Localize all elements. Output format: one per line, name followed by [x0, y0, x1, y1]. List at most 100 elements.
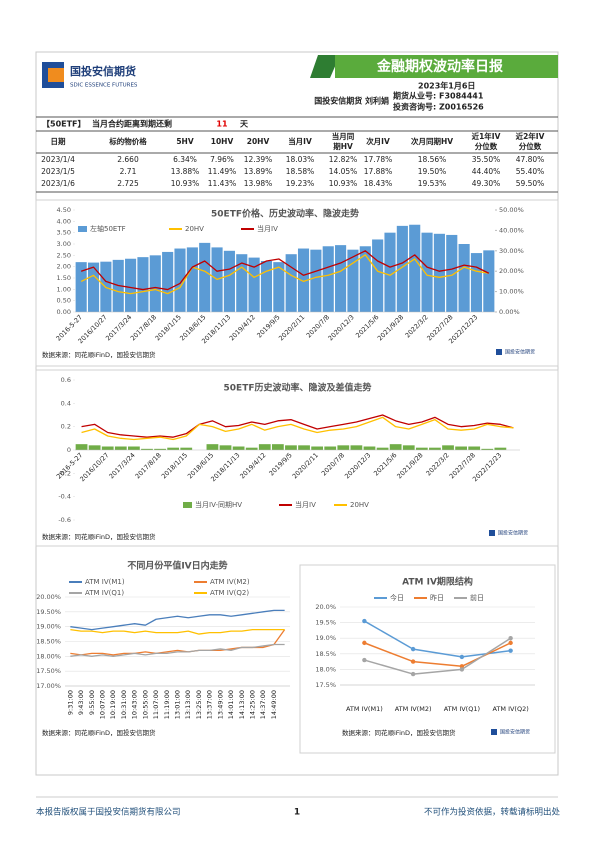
legend-label: ATM IV(Q2): [210, 589, 249, 597]
table-cell: 47.80%: [516, 155, 545, 164]
bar: [260, 261, 273, 312]
table-cell: 2023/1/5: [41, 167, 75, 176]
logo-mark: [48, 68, 64, 82]
point: [459, 664, 465, 669]
point: [459, 667, 465, 672]
report-title: 金融期权波动率日报: [376, 58, 503, 75]
y-tick-label: 1.50: [57, 274, 71, 282]
x-tick-label: 13:01:00: [174, 690, 182, 719]
x-tick-label: 13:37:00: [206, 690, 214, 719]
bar: [285, 254, 297, 312]
y-tick-label: 19.00%: [36, 623, 61, 631]
x-tick-label: 10:07:00: [99, 690, 107, 719]
x-tick-label: 13:49:00: [216, 690, 224, 719]
table-cell: 59.50%: [516, 179, 545, 188]
bar: [359, 246, 371, 312]
table-header: 10HV: [211, 137, 234, 146]
bar: [149, 255, 161, 312]
bar: [167, 447, 180, 450]
bar: [468, 446, 481, 450]
table-cell: 18.56%: [418, 155, 447, 164]
bar: [396, 225, 408, 312]
x-tick-label: 13:13:00: [184, 690, 192, 719]
legend-label: 当月IV: [295, 500, 316, 509]
table-cell: 49.30%: [472, 179, 501, 188]
bar: [125, 258, 137, 312]
x-tick-label: 14:37:00: [259, 690, 267, 719]
bar: [186, 247, 198, 312]
x-tick-label: 10:31:00: [120, 690, 128, 719]
table-cell: 18.58%: [286, 167, 315, 176]
table-cell: 11.49%: [208, 167, 237, 176]
legend-label: ATM IV(M1): [85, 578, 125, 586]
x-tick-label: 9:43:00: [77, 690, 85, 715]
x-tick-label: 11:19:00: [163, 690, 171, 719]
legend-label: 当月IV-同期HV: [195, 500, 242, 509]
table-cell: 19.50%: [418, 167, 447, 176]
x-tick-label: 14:13:00: [238, 690, 246, 719]
data-source: 数据来源：同花顺iFinD，国投安信期货: [342, 728, 456, 737]
x-tick-label: 9:55:00: [88, 690, 96, 715]
y-tick-label: 19.0%: [315, 634, 336, 642]
bar: [223, 250, 235, 312]
table-header: 近2年IV: [516, 131, 545, 141]
license: 期货从业号: F3084441: [393, 91, 484, 101]
bar: [415, 447, 428, 450]
y-tick-label: 4.50: [57, 206, 71, 214]
page-number: 1: [294, 808, 300, 818]
table-header: 分位数: [519, 141, 542, 151]
y-tick-label: 18.5%: [315, 650, 336, 658]
table-cell: 13.89%: [244, 167, 273, 176]
bar: [402, 445, 415, 450]
bar: [481, 448, 494, 450]
chart-title: 50ETF历史波动率、隐波及差值走势: [224, 382, 372, 394]
small-logo-text: 国投安信期货: [498, 530, 528, 537]
bar: [311, 446, 324, 450]
x-tick-label: 11:07:00: [152, 690, 160, 719]
x-tick-label: 2020/12/3: [327, 313, 356, 342]
data-source: 数据来源：同花顺iFinD，国投安信期货: [42, 350, 156, 359]
x-tick-label: 2017/3/24: [107, 451, 136, 480]
y-tick-label: 17.5%: [315, 681, 336, 689]
table-cell: 2023/1/4: [41, 155, 75, 164]
report-date: 2023年1月6日: [418, 81, 475, 91]
table-cell: 35.50%: [472, 155, 501, 164]
small-logo-text: 国投安信期货: [505, 349, 535, 356]
x-tick-label: 2020/2/11: [277, 313, 306, 342]
table-cell: 55.40%: [516, 167, 545, 176]
table-cell: 10.93%: [171, 179, 200, 188]
x-tick-label: 14:49:00: [270, 690, 278, 719]
bar: [372, 239, 384, 312]
y2-tick-label: 50.00%: [499, 206, 524, 214]
table-header: 日期: [51, 136, 66, 146]
table-cell: 17.88%: [364, 167, 393, 176]
x-tick-label: 2022/3/2: [425, 451, 451, 477]
point: [410, 671, 416, 677]
bar: [219, 445, 232, 450]
table-cell: 44.40%: [472, 167, 501, 176]
table-header: 次月IV: [366, 136, 390, 146]
x-tick-label: ATM IV(Q2): [492, 705, 528, 713]
y-tick-label: 4.00: [57, 217, 71, 225]
table-cell: 12.39%: [244, 155, 273, 164]
series-line: [70, 628, 285, 635]
y2-tick-label: 0.00%: [499, 308, 520, 316]
bar: [273, 262, 285, 312]
y-tick-label: 0.2: [61, 423, 71, 431]
x-tick-label: 2019/4/12: [238, 451, 267, 480]
y-tick-label: 18.0%: [315, 665, 336, 673]
author: 国投安信期货 刘利娟: [314, 96, 389, 106]
x-tick-label: 14:01:00: [227, 690, 235, 719]
bar: [376, 447, 389, 450]
table-cell: 2.725: [117, 179, 139, 188]
bar: [429, 447, 441, 450]
chart-title: 50ETF价格、历史波动率、隐波走势: [211, 208, 359, 220]
bar: [433, 233, 445, 312]
bar: [285, 445, 297, 450]
table-header: 当月同: [332, 131, 355, 141]
table-cell: 7.96%: [210, 155, 234, 164]
point: [508, 648, 513, 653]
table-header: 近1年IV: [472, 131, 501, 141]
small-logo-text: 国投安信期货: [500, 729, 530, 736]
